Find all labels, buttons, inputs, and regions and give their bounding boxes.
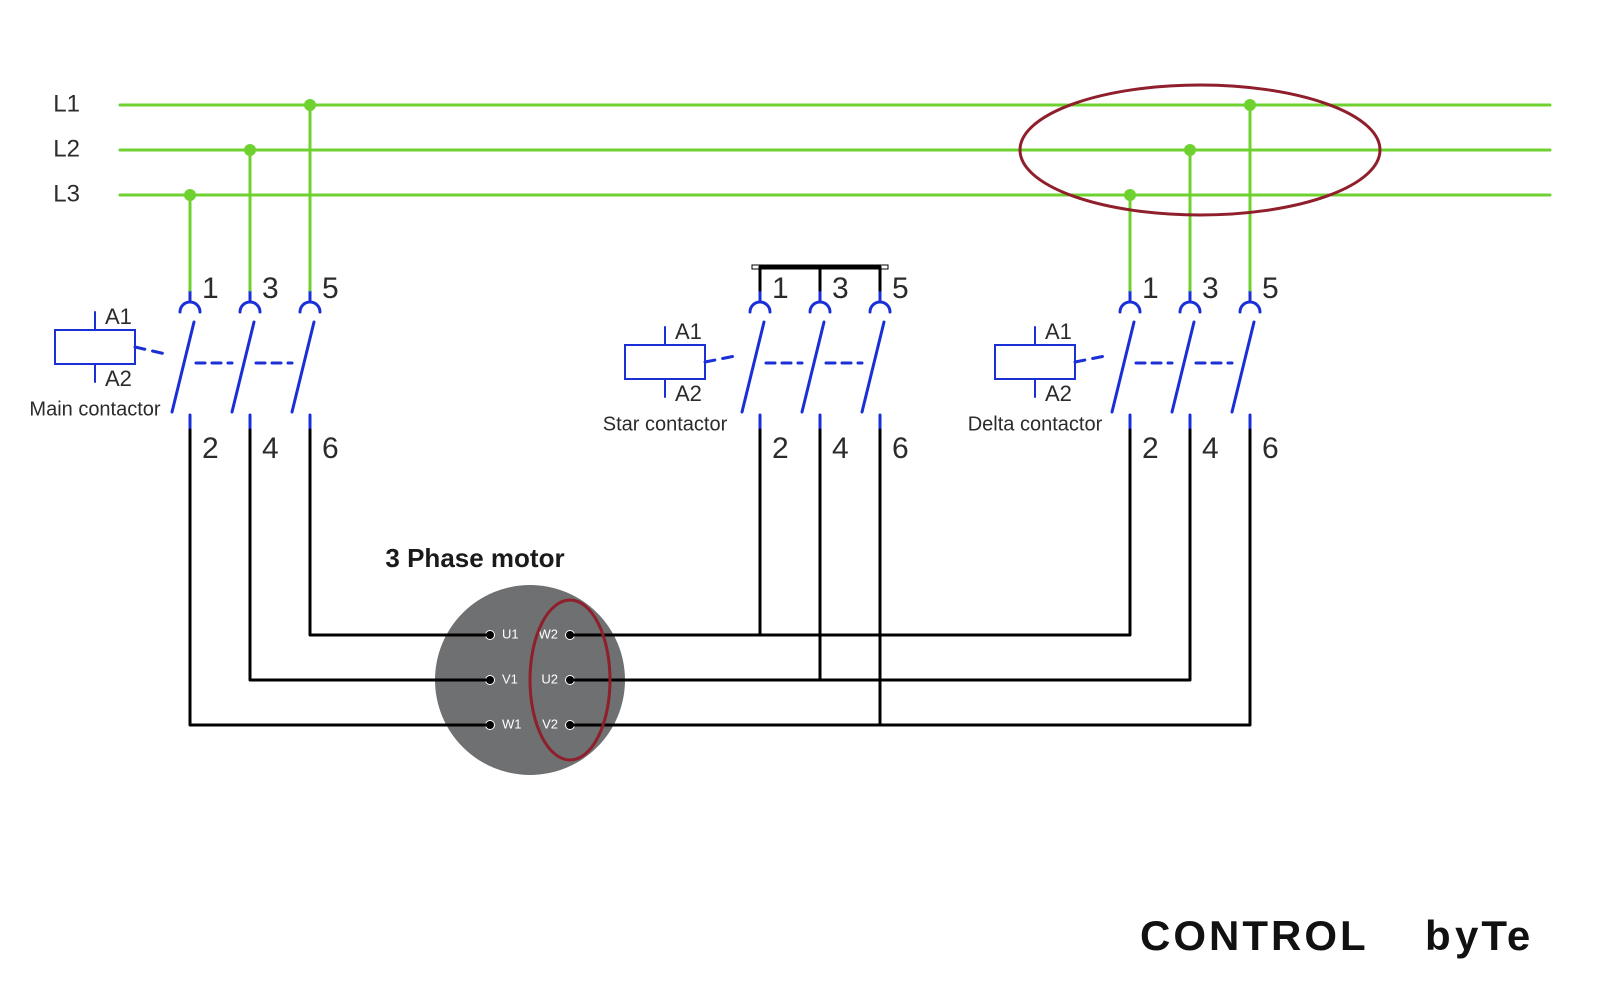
svg-text:2: 2 xyxy=(772,432,789,465)
svg-text:5: 5 xyxy=(322,272,339,305)
label-L3: L3 xyxy=(53,180,80,207)
star-delta-diagram: L1 L2 L3 A1 A2 Main contactor 1 2 3 4 5 6 A1 A2 Star c… xyxy=(0,0,1600,1000)
svg-text:3: 3 xyxy=(1202,272,1219,305)
svg-text:6: 6 xyxy=(322,432,339,465)
svg-text:5: 5 xyxy=(892,272,909,305)
wire-delta-0 xyxy=(570,430,1130,635)
svg-text:4: 4 xyxy=(832,432,849,465)
wire-star-0 xyxy=(570,430,760,635)
svg-text:1: 1 xyxy=(202,272,219,305)
svg-text:b: b xyxy=(1425,912,1451,959)
svg-text:A1: A1 xyxy=(1045,319,1072,344)
svg-text:3: 3 xyxy=(832,272,849,305)
svg-text:1: 1 xyxy=(772,272,789,305)
svg-text:1: 1 xyxy=(1142,272,1159,305)
delta-contactor: A1 A2 Delta contactor 1 2 3 4 5 6 xyxy=(968,272,1279,465)
svg-text:A1: A1 xyxy=(675,319,702,344)
svg-text:Star contactor: Star contactor xyxy=(603,413,728,435)
logo: CONTROL byTe xyxy=(1140,912,1533,959)
svg-text:4: 4 xyxy=(262,432,279,465)
svg-text:U1: U1 xyxy=(502,626,519,641)
svg-text:6: 6 xyxy=(1262,432,1279,465)
svg-text:U2: U2 xyxy=(541,671,558,686)
svg-text:W1: W1 xyxy=(502,716,522,731)
svg-text:A2: A2 xyxy=(1045,381,1072,406)
main-contactor: A1 A2 Main contactor 1 2 3 4 5 6 xyxy=(29,272,338,465)
label-L2: L2 xyxy=(53,135,80,162)
svg-text:A2: A2 xyxy=(105,366,132,391)
svg-text:3: 3 xyxy=(262,272,279,305)
svg-text:6: 6 xyxy=(892,432,909,465)
svg-text:A1: A1 xyxy=(105,304,132,329)
svg-text:yTe: yTe xyxy=(1455,912,1533,959)
svg-text:CONTROL: CONTROL xyxy=(1140,912,1369,959)
svg-text:5: 5 xyxy=(1262,272,1279,305)
svg-text:Main contactor: Main contactor xyxy=(29,398,161,420)
label-L1: L1 xyxy=(53,90,80,117)
svg-text:A2: A2 xyxy=(675,381,702,406)
svg-text:Delta contactor: Delta contactor xyxy=(968,413,1103,435)
svg-text:W2: W2 xyxy=(539,626,559,641)
svg-text:V2: V2 xyxy=(542,716,558,731)
svg-text:4: 4 xyxy=(1202,432,1219,465)
motor-title: 3 Phase motor xyxy=(385,543,564,573)
star-contactor: A1 A2 Star contactor 1 2 3 4 5 6 xyxy=(603,272,909,465)
svg-text:V1: V1 xyxy=(502,671,518,686)
svg-text:2: 2 xyxy=(1142,432,1159,465)
svg-text:2: 2 xyxy=(202,432,219,465)
